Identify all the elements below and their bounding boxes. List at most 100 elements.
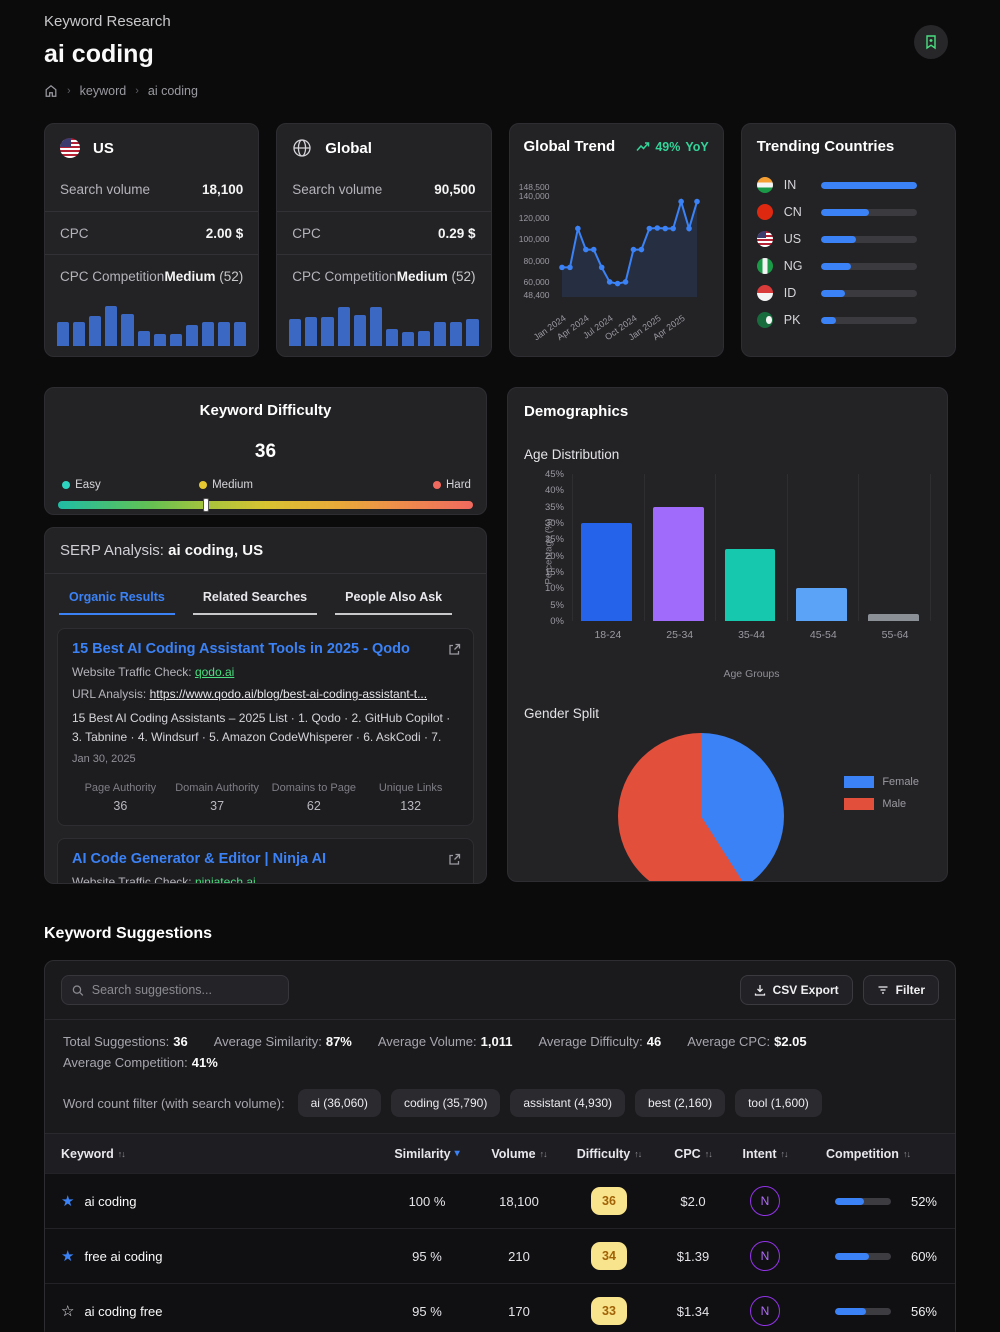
volume-value: 170 [508,1303,530,1319]
suggestions-summary-stats: Total Suggestions: 36 Average Similarity: 8… [45,1019,955,1078]
cpc-value: $1.34 [676,1303,710,1319]
word-chip-coding[interactable]: coding (35,790) [390,1089,501,1117]
trending-countries-card: Trending Countries IN CN US NG ID PK [740,123,956,357]
table-row[interactable]: ★ free ai coding 95 % 210 34 $1.39 N 60% [45,1228,955,1283]
competition-bar [835,1307,891,1315]
age-distribution-chart: Percentage (%) 45% 40% 35% 30% 25% 20% 15% 10% 5… [524,469,931,646]
difficulty-gradient-bar [58,498,473,512]
serp-result-link[interactable]: 15 Best AI Coding Assistant Tools in 202… [72,641,410,657]
column-header-keyword[interactable]: Keyword ↑↓ [61,1146,126,1161]
column-header-cpc[interactable]: CPC ↑↓ [674,1146,713,1161]
word-chip-best[interactable]: best (2,160) [635,1089,726,1117]
tab-organic-results[interactable]: Organic Results [59,590,175,615]
keyword-text: ai coding [84,1193,137,1209]
left-column: Keyword Difficulty 36 Easy Medium Hard SER… [44,387,487,884]
middle-row: Keyword Difficulty 36 Easy Medium Hard SER… [44,387,956,884]
traffic-check-link[interactable]: qodo.ai [194,665,235,679]
trend-y-axis: 148,500 140,000 120,000 100,000 80,000 60,000… [518,182,550,300]
tab-related-searches[interactable]: Related Searches [192,590,318,615]
word-count-filter-row: Word count filter (with search volume): … [45,1078,955,1133]
column-header-competition[interactable]: Competition ↑↓ [826,1146,911,1161]
cpc-value: 2.00 $ [205,225,244,241]
table-row[interactable]: ☆ ai coding free 95 % 170 33 $1.34 N 56% [45,1283,955,1332]
external-link-icon[interactable] [448,853,461,866]
stat-average-difficulty: Average Difficulty: 46 [538,1034,662,1049]
star-outline-icon[interactable]: ☆ [61,1303,75,1320]
country-code: PK [783,313,801,327]
country-trend-bar [820,208,917,216]
in-flag-icon [756,177,773,193]
chevron-right-icon: › [135,85,139,97]
traffic-check-link[interactable]: ninjatech.ai [194,875,256,883]
trending-up-icon [636,141,650,151]
suggestions-table-body: ★ ai coding 100 % 18,100 36 $2.0 N 52% ★… [45,1173,955,1332]
serp-analysis-card: SERP Analysis: ai coding, US Organic Res… [44,527,487,884]
stat-average-similarity: Average Similarity: 87% [213,1034,352,1049]
column-header-intent[interactable]: Intent ↑↓ [742,1146,788,1161]
country-trend-bar [820,181,917,189]
filter-button[interactable]: Filter [862,975,939,1005]
cpc-value: 0.29 $ [437,225,476,241]
competition-cell: 52% [797,1194,939,1209]
us-card-title: US [93,139,114,157]
search-suggestions-input[interactable] [91,983,278,997]
column-header-similarity[interactable]: Similarity ▾ [394,1146,460,1161]
serp-metric-domain-authority: Domain Authority 37 [175,782,259,814]
serp-result-link[interactable]: AI Code Generator & Editor | Ninja AI [72,851,327,868]
serp-results-list: 15 Best AI Coding Assistant Tools in 202… [45,615,486,883]
word-count-filter-label: Word count filter (with search volume): [63,1095,285,1111]
serp-result-item: AI Code Generator & Editor | Ninja AI We… [57,838,474,883]
keyword-text: free ai coding [84,1248,163,1264]
keyword-suggestions-heading: Keyword Suggestions [44,925,213,942]
external-link-icon[interactable] [448,643,461,656]
similarity-value: 100 % [408,1193,446,1209]
app-title: Keyword Research [44,13,171,30]
word-chip-assistant[interactable]: assistant (4,930) [510,1089,626,1117]
url-analysis-link[interactable]: https://www.qodo.ai/blog/best-ai-coding-… [149,687,428,701]
country-row-cn: CN [756,204,940,220]
us-stats-card: US Search volume 18,100 CPC 2.00 $ CPC C… [44,123,260,357]
yoy-change: 49% YoY [636,140,709,154]
sort-arrows-icon: ↑↓ [704,1148,713,1159]
traffic-check-line: Website Traffic Check: qodo.ai [72,665,235,679]
star-filled-icon[interactable]: ★ [61,1248,75,1265]
competition-percent: 52% [910,1193,937,1209]
difficulty-marker [203,498,210,512]
serp-metric-page-authority: Page Authority 36 [84,782,157,814]
serp-analysis-title: SERP Analysis: ai coding, US [45,528,486,574]
global-stats-card: Global Search volume 90,500 CPC 0.29 $ C… [276,123,492,357]
stat-total-suggestions: Total Suggestions: 36 [63,1034,188,1049]
gender-legend-male: Male [844,798,919,810]
column-header-difficulty[interactable]: Difficulty ↑↓ [576,1146,642,1161]
volume-value: 210 [508,1248,530,1264]
sort-arrows-icon: ↑↓ [902,1148,911,1159]
competition-bar [835,1252,891,1260]
difficulty-legend: Easy Medium Hard [58,479,473,493]
gender-split-subtitle: Gender Split [524,706,600,721]
gender-split-section: Gender Split Female Male [524,706,931,881]
competition-percent: 56% [910,1303,937,1319]
id-flag-icon [756,285,773,301]
similarity-value: 95 % [412,1303,442,1319]
country-row-in: IN [756,177,940,193]
country-code: US [783,232,802,246]
stat-average-cpc: Average CPC: $2.05 [687,1034,807,1049]
search-volume-label: Search volume [60,182,151,197]
cpc-value: $1.39 [676,1248,710,1264]
table-row[interactable]: ★ ai coding 100 % 18,100 36 $2.0 N 52% [45,1173,955,1228]
country-list: IN CN US NG ID PK [756,177,940,328]
gender-split-legend: Female Male [844,776,919,810]
tab-people-also-ask[interactable]: People Also Ask [335,590,453,615]
word-chip-ai[interactable]: ai (36,060) [297,1089,381,1117]
global-trend-card: Global Trend 49% YoY 148,500 140,000 120,0… [508,123,724,357]
csv-export-button[interactable]: CSV Export [739,975,853,1005]
bookmark-button[interactable] [914,25,948,59]
difficulty-legend-hard: Hard [433,479,471,491]
word-chip-tool[interactable]: tool (1,600) [735,1089,822,1117]
search-suggestions-box[interactable] [61,975,289,1005]
breadcrumb-keyword[interactable]: keyword [79,84,127,98]
column-header-volume[interactable]: Volume ↑↓ [491,1146,547,1161]
serp-tabs: Organic Results Related Searches People Al… [45,574,486,615]
star-filled-icon[interactable]: ★ [61,1193,75,1210]
home-icon[interactable] [44,84,58,98]
